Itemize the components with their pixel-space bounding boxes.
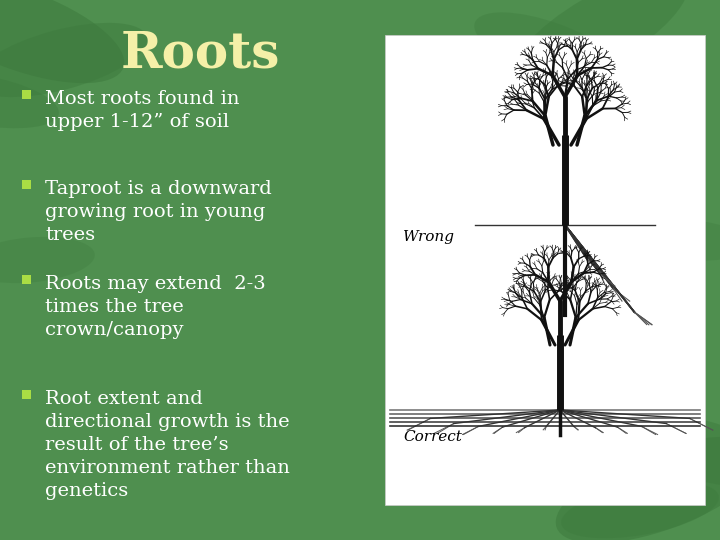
Text: Correct: Correct <box>403 430 462 444</box>
Ellipse shape <box>474 12 626 87</box>
Text: Wrong: Wrong <box>403 230 454 244</box>
Bar <box>22 275 31 284</box>
Ellipse shape <box>0 237 95 283</box>
Ellipse shape <box>0 0 125 83</box>
Ellipse shape <box>0 23 148 97</box>
Bar <box>22 180 31 189</box>
Ellipse shape <box>613 413 720 487</box>
Text: Most roots found in
upper 1-12” of soil: Most roots found in upper 1-12” of soil <box>45 90 240 131</box>
Text: Root extent and
directional growth is the
result of the tree’s
environment rathe: Root extent and directional growth is th… <box>45 390 290 500</box>
Bar <box>22 90 31 99</box>
Text: Taproot is a downward
growing root in young
trees: Taproot is a downward growing root in yo… <box>45 180 271 244</box>
Ellipse shape <box>630 219 720 261</box>
Ellipse shape <box>561 482 719 538</box>
Ellipse shape <box>556 437 720 540</box>
Ellipse shape <box>0 72 59 129</box>
Bar <box>385 35 705 505</box>
Bar <box>22 390 31 399</box>
Text: Roots may extend  2-3
times the tree
crown/canopy: Roots may extend 2-3 times the tree crow… <box>45 275 266 339</box>
Ellipse shape <box>512 0 688 89</box>
Text: Roots: Roots <box>120 30 279 79</box>
